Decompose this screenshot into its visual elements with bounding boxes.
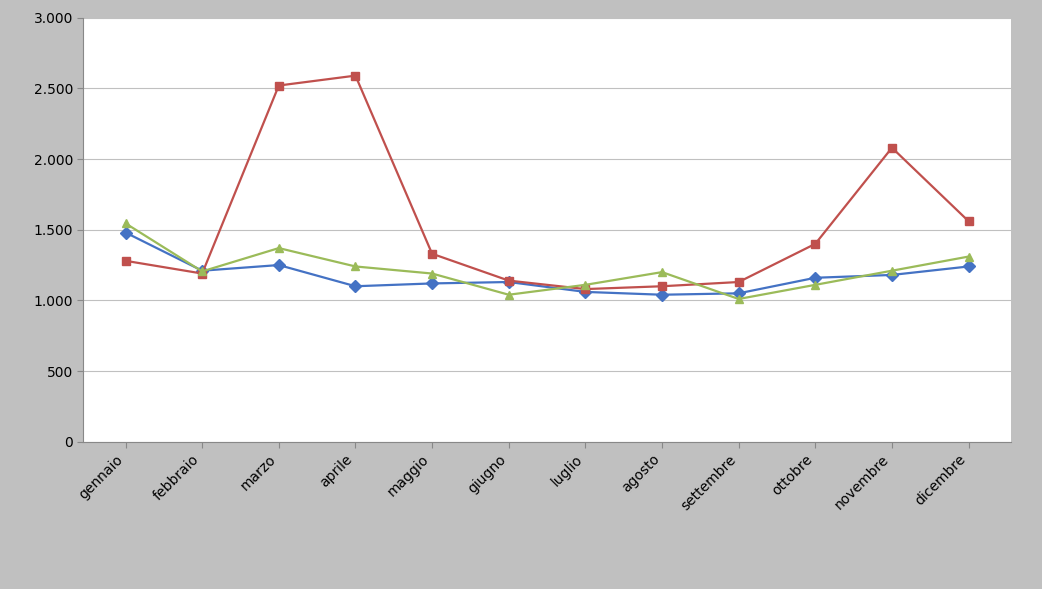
M + F 2019 bbox=[196, 267, 208, 274]
M + F 2021 bbox=[809, 282, 821, 289]
M + F 2020 bbox=[196, 270, 208, 277]
M + F 2021 bbox=[886, 267, 898, 274]
M + F 2020 bbox=[886, 144, 898, 151]
Legend: M + F 2019, M + F 2020, M + F 2021: M + F 2019, M + F 2020, M + F 2021 bbox=[314, 585, 780, 589]
Line: M + F 2019: M + F 2019 bbox=[121, 229, 973, 299]
M + F 2021 bbox=[426, 270, 439, 277]
M + F 2020 bbox=[733, 279, 745, 286]
M + F 2019 bbox=[963, 263, 975, 270]
M + F 2021 bbox=[963, 253, 975, 260]
M + F 2019 bbox=[809, 274, 821, 282]
M + F 2021 bbox=[273, 244, 286, 252]
M + F 2019 bbox=[119, 229, 131, 236]
M + F 2019 bbox=[502, 279, 515, 286]
Line: M + F 2021: M + F 2021 bbox=[121, 219, 973, 303]
M + F 2020 bbox=[349, 72, 362, 79]
M + F 2019 bbox=[733, 290, 745, 297]
M + F 2020 bbox=[579, 286, 592, 293]
M + F 2021 bbox=[196, 268, 208, 275]
M + F 2021 bbox=[349, 263, 362, 270]
M + F 2020 bbox=[426, 250, 439, 257]
M + F 2019 bbox=[655, 291, 668, 298]
M + F 2021 bbox=[733, 296, 745, 303]
M + F 2019 bbox=[273, 262, 286, 269]
M + F 2021 bbox=[502, 291, 515, 298]
M + F 2019 bbox=[426, 280, 439, 287]
M + F 2020 bbox=[119, 257, 131, 264]
M + F 2021 bbox=[119, 220, 131, 227]
M + F 2020 bbox=[502, 277, 515, 284]
M + F 2020 bbox=[655, 283, 668, 290]
M + F 2021 bbox=[655, 269, 668, 276]
M + F 2021 bbox=[579, 282, 592, 289]
M + F 2019 bbox=[349, 283, 362, 290]
M + F 2020 bbox=[809, 240, 821, 247]
M + F 2020 bbox=[963, 218, 975, 225]
M + F 2019 bbox=[579, 289, 592, 296]
M + F 2019 bbox=[886, 272, 898, 279]
Line: M + F 2020: M + F 2020 bbox=[121, 71, 973, 293]
M + F 2020 bbox=[273, 82, 286, 89]
